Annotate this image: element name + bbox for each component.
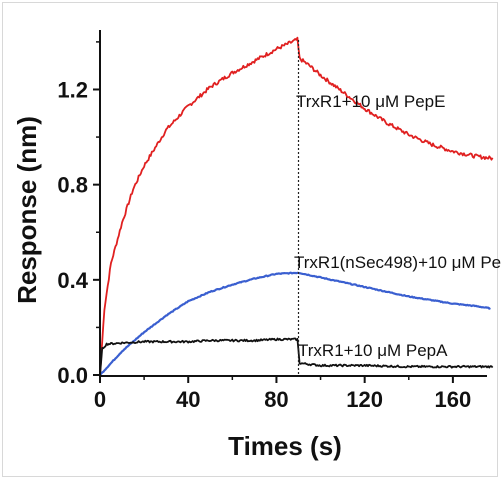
y-tick-label-0: 0.0 (57, 363, 88, 388)
series-line-2 (99, 337, 494, 376)
plot-lines (99, 36, 494, 376)
series-label-trxr1-nsec498-pepe: TrxR1(nSec498)+10 μM PepE (294, 253, 502, 272)
figure-frame (2, 2, 498, 477)
y-tick-label-2: 0.8 (57, 173, 88, 198)
y-tick-label-3: 1.2 (57, 77, 88, 102)
x-tick-label-2: 80 (264, 387, 288, 412)
y-axis-title: Response (nm) (12, 116, 42, 304)
series-label-trxr1-pepa: TrxR1+10 μM PepA (298, 341, 448, 360)
x-axis-title: Times (s) (228, 431, 342, 461)
x-tick-label-4: 160 (435, 387, 472, 412)
x-tick-label-3: 120 (346, 387, 383, 412)
series-line-0 (99, 36, 494, 376)
tick-labels: 0.0 0.4 0.8 1.2 0 40 80 120 160 (57, 77, 471, 412)
series-line-1 (99, 271, 491, 376)
series-label-trxr1-pepe: TrxR1+10 μM PepE (296, 92, 445, 111)
y-tick-label-1: 0.4 (57, 268, 88, 293)
x-tick-label-1: 40 (176, 387, 200, 412)
axes (93, 30, 487, 383)
x-tick-label-0: 0 (94, 387, 106, 412)
